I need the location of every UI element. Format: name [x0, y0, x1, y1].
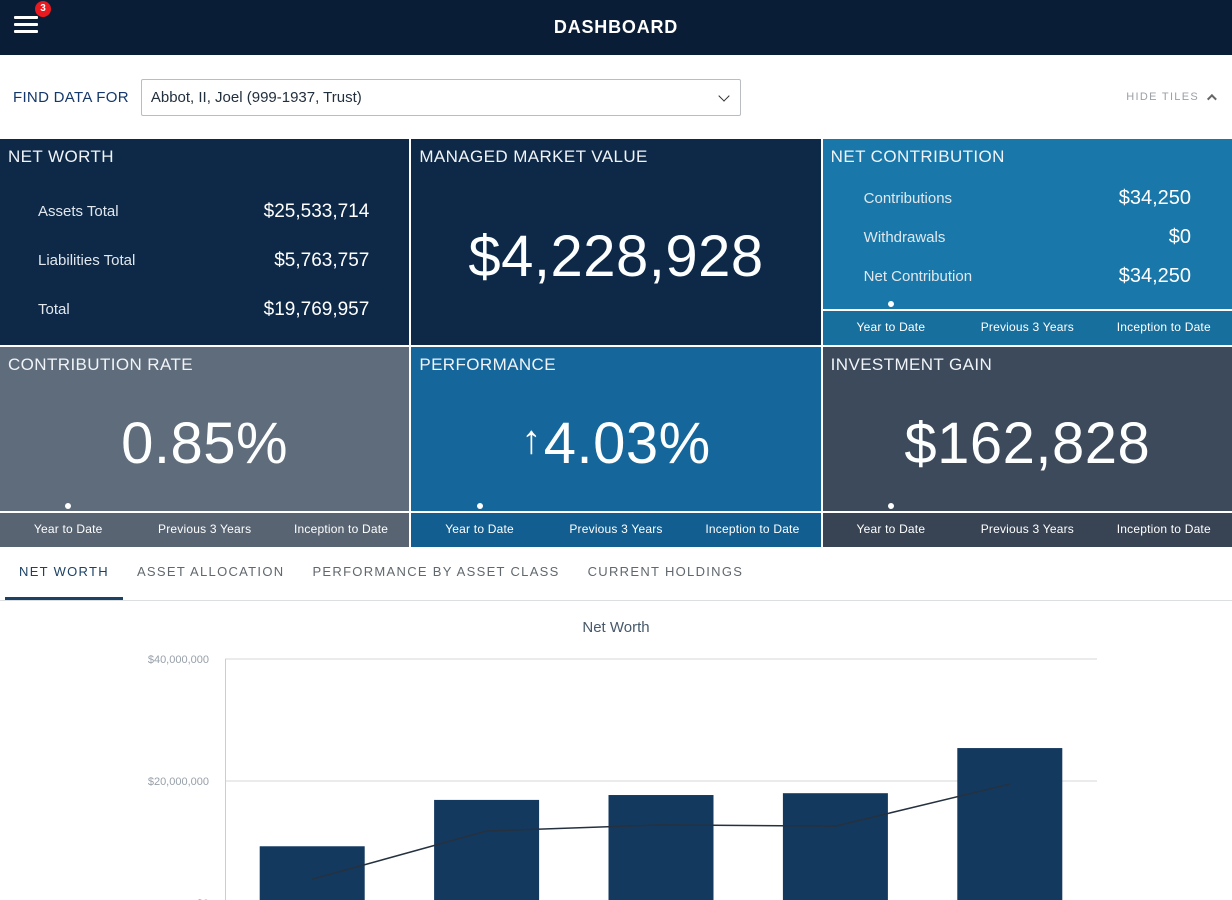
bar [783, 793, 888, 900]
find-data-bar: FIND DATA FOR Abbot, II, Joel (999-1937,… [0, 55, 1232, 139]
contribution-rate-value: 0.85% [0, 375, 409, 511]
hide-tiles-label: HIDE TILES [1126, 91, 1199, 103]
bar [957, 748, 1062, 900]
list-item: Net Contribution $34,250 [823, 257, 1232, 296]
bar [260, 846, 365, 900]
row-value: $25,533,714 [264, 201, 370, 223]
net-contribution-rows: Contributions $34,250 Withdrawals $0 Net… [823, 179, 1232, 296]
tab-net-worth[interactable]: NET WORTH [5, 547, 123, 600]
tile-contribution-rate: CONTRIBUTION RATE 0.85% Year to Date Pre… [0, 347, 409, 547]
active-period-dot [888, 503, 894, 509]
row-label: Total [38, 301, 70, 318]
period-tab-previous-3-years[interactable]: Previous 3 Years [548, 513, 684, 547]
period-tab-inception-to-date[interactable]: Inception to Date [1096, 311, 1232, 345]
svg-text:$40,000,000: $40,000,000 [148, 654, 209, 666]
period-tab-year-to-date[interactable]: Year to Date [0, 513, 136, 547]
list-item: Withdrawals $0 [823, 218, 1232, 257]
period-tab-previous-3-years[interactable]: Previous 3 Years [959, 513, 1095, 547]
summary-tiles: NET WORTH Assets Total $25,533,714 Liabi… [0, 139, 1232, 547]
list-item: Contributions $34,250 [823, 179, 1232, 218]
bar [434, 800, 539, 900]
row-label: Liabilities Total [38, 252, 135, 269]
period-tab-year-to-date[interactable]: Year to Date [823, 513, 959, 547]
net-worth-chart-section: Net Worth $40,000,000$20,000,000$0 [0, 601, 1232, 900]
tile-net-worth: NET WORTH Assets Total $25,533,714 Liabi… [0, 139, 409, 345]
find-data-label: FIND DATA FOR [13, 89, 129, 106]
list-item: Total $19,769,957 [0, 285, 409, 334]
period-tab-previous-3-years[interactable]: Previous 3 Years [136, 513, 272, 547]
period-tabs: Year to Date Previous 3 Years Inception … [823, 511, 1232, 547]
net-worth-rows: Assets Total $25,533,714 Liabilities Tot… [0, 187, 409, 334]
period-tab-previous-3-years[interactable]: Previous 3 Years [959, 311, 1095, 345]
row-label: Withdrawals [864, 229, 946, 246]
app-header: 3 DASHBOARD [0, 0, 1232, 55]
svg-text:$20,000,000: $20,000,000 [148, 776, 209, 788]
row-value: $0 [1169, 226, 1191, 249]
row-label: Assets Total [38, 203, 119, 220]
active-period-dot [477, 503, 483, 509]
period-tabs: Year to Date Previous 3 Years Inception … [823, 309, 1232, 345]
period-tab-inception-to-date[interactable]: Inception to Date [684, 513, 820, 547]
tile-net-worth-title: NET WORTH [0, 139, 409, 167]
page-title: DASHBOARD [0, 0, 1232, 55]
tab-current-holdings[interactable]: CURRENT HOLDINGS [574, 547, 758, 600]
performance-percent: 4.03% [544, 410, 711, 477]
row-label: Net Contribution [864, 268, 972, 285]
period-tab-inception-to-date[interactable]: Inception to Date [1096, 513, 1232, 547]
performance-value: ↑ 4.03% [411, 375, 820, 511]
period-tabs: Year to Date Previous 3 Years Inception … [411, 511, 820, 547]
tab-asset-allocation[interactable]: ASSET ALLOCATION [123, 547, 298, 600]
period-tab-year-to-date[interactable]: Year to Date [823, 311, 959, 345]
row-value: $34,250 [1119, 265, 1191, 288]
tab-performance-by-asset-class[interactable]: PERFORMANCE BY ASSET CLASS [298, 547, 573, 600]
account-select[interactable]: Abbot, II, Joel (999-1937, Trust) [141, 79, 741, 116]
period-tab-year-to-date[interactable]: Year to Date [411, 513, 547, 547]
up-arrow-icon: ↑ [521, 418, 542, 463]
period-tabs: Year to Date Previous 3 Years Inception … [0, 511, 409, 547]
detail-tabbar: NET WORTH ASSET ALLOCATION PERFORMANCE B… [0, 547, 1232, 601]
list-item: Assets Total $25,533,714 [0, 187, 409, 236]
tile-managed-market-value-title: MANAGED MARKET VALUE [411, 139, 820, 167]
active-period-dot [888, 301, 894, 307]
tile-net-contribution: NET CONTRIBUTION Contributions $34,250 W… [823, 139, 1232, 345]
row-value: $34,250 [1119, 187, 1191, 210]
tile-contribution-rate-title: CONTRIBUTION RATE [0, 347, 409, 375]
hide-tiles-button[interactable]: HIDE TILES [1126, 91, 1214, 103]
row-value: $5,763,757 [274, 250, 369, 272]
bar [609, 795, 714, 900]
tile-investment-gain-title: INVESTMENT GAIN [823, 347, 1232, 375]
tile-performance: PERFORMANCE ↑ 4.03% Year to Date Previou… [411, 347, 820, 547]
investment-gain-value: $162,828 [823, 375, 1232, 511]
managed-market-value-amount: $4,228,928 [411, 167, 820, 345]
chart-title: Net Worth [0, 619, 1232, 636]
list-item: Liabilities Total $5,763,757 [0, 236, 409, 285]
row-value: $19,769,957 [264, 299, 370, 321]
tile-net-contribution-title: NET CONTRIBUTION [823, 139, 1232, 167]
net-worth-bar-chart: $40,000,000$20,000,000$0 [0, 646, 1232, 900]
tile-performance-title: PERFORMANCE [411, 347, 820, 375]
account-select-wrap: Abbot, II, Joel (999-1937, Trust) [141, 79, 741, 116]
tile-managed-market-value: MANAGED MARKET VALUE $4,228,928 [411, 139, 820, 345]
row-label: Contributions [864, 190, 952, 207]
tile-investment-gain: INVESTMENT GAIN $162,828 Year to Date Pr… [823, 347, 1232, 547]
period-tab-inception-to-date[interactable]: Inception to Date [273, 513, 409, 547]
chevron-up-icon [1207, 93, 1217, 103]
